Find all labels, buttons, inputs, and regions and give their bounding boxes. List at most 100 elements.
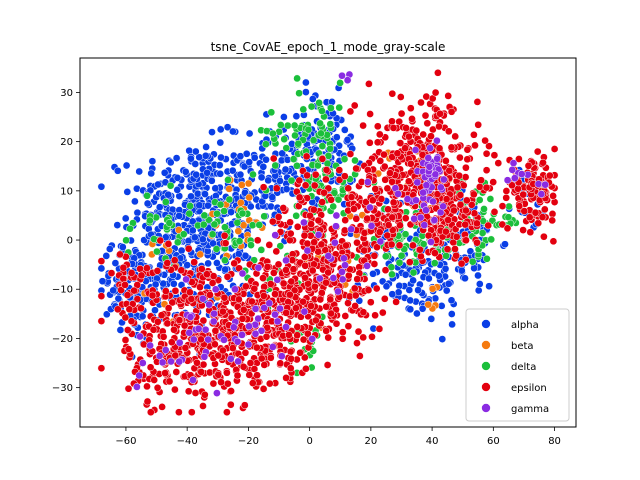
point-delta [282, 144, 291, 152]
point-epsilon [455, 171, 464, 180]
point-epsilon [175, 408, 183, 417]
point-gamma [282, 256, 290, 265]
point-delta [480, 205, 488, 213]
point-epsilon [314, 216, 323, 225]
point-delta [397, 251, 406, 260]
point-gamma [273, 317, 282, 326]
point-gamma [185, 328, 194, 337]
point-epsilon [462, 206, 470, 215]
point-epsilon [187, 295, 196, 303]
point-gamma [146, 341, 154, 350]
point-epsilon [388, 117, 396, 126]
point-delta [122, 236, 130, 245]
point-epsilon [322, 302, 331, 311]
point-alpha [173, 174, 182, 182]
point-alpha [308, 95, 317, 103]
point-epsilon [193, 358, 201, 367]
point-alpha [245, 158, 254, 166]
point-epsilon [219, 307, 227, 316]
point-gamma [420, 221, 429, 229]
legend-marker [481, 382, 491, 392]
point-epsilon [549, 237, 558, 246]
point-alpha [278, 149, 287, 158]
point-gamma [175, 338, 184, 347]
point-epsilon [485, 142, 493, 150]
point-gamma [412, 196, 420, 205]
point-alpha [195, 201, 204, 210]
point-alpha [102, 252, 111, 260]
point-epsilon [316, 295, 325, 304]
point-epsilon [250, 284, 259, 293]
point-epsilon [388, 213, 397, 222]
point-epsilon [223, 272, 232, 281]
point-gamma [332, 211, 341, 220]
point-gamma [210, 309, 218, 318]
point-alpha [229, 127, 237, 136]
point-epsilon [526, 228, 535, 237]
point-epsilon [282, 374, 290, 382]
point-epsilon [427, 132, 435, 141]
point-gamma [182, 275, 190, 284]
point-delta [336, 79, 344, 87]
point-delta [262, 140, 270, 149]
point-epsilon [443, 245, 452, 254]
point-alpha [102, 310, 111, 319]
point-epsilon [308, 266, 317, 275]
point-alpha [457, 266, 466, 275]
point-epsilon [170, 256, 179, 265]
legend-label: epsilon [511, 383, 547, 394]
point-epsilon [370, 260, 379, 268]
point-gamma [251, 329, 260, 338]
point-epsilon [286, 364, 295, 373]
point-delta [213, 209, 221, 218]
point-alpha [441, 264, 450, 273]
point-epsilon [540, 205, 549, 214]
point-epsilon [539, 158, 547, 167]
point-epsilon [346, 265, 354, 274]
point-delta [238, 209, 247, 218]
point-epsilon [287, 277, 296, 286]
point-epsilon [402, 124, 410, 132]
point-epsilon [272, 184, 281, 193]
point-epsilon [282, 266, 290, 274]
point-alpha [395, 281, 404, 290]
point-epsilon [389, 198, 398, 207]
point-epsilon [353, 238, 361, 247]
point-epsilon [381, 266, 390, 275]
point-epsilon [424, 231, 433, 240]
point-alpha [148, 157, 157, 166]
point-gamma [366, 203, 374, 212]
point-epsilon [97, 257, 106, 265]
point-alpha [164, 190, 173, 199]
y-axis: −30 −20 −10 0 10 20 30 [52, 88, 80, 394]
point-epsilon [365, 138, 374, 147]
point-gamma [439, 175, 448, 184]
point-epsilon [186, 288, 194, 297]
point-epsilon [191, 389, 200, 397]
point-epsilon [442, 227, 450, 236]
point-epsilon [533, 147, 542, 156]
point-epsilon [307, 220, 315, 228]
point-epsilon [206, 291, 214, 299]
point-epsilon [442, 195, 451, 203]
y-tick-label: −20 [52, 334, 73, 345]
point-epsilon [366, 110, 374, 118]
point-epsilon [196, 283, 204, 292]
point-delta [161, 198, 170, 206]
point-epsilon [302, 364, 310, 373]
point-gamma [238, 269, 247, 278]
point-epsilon [293, 222, 302, 231]
point-epsilon [302, 152, 311, 161]
point-delta [224, 176, 232, 184]
point-epsilon [310, 238, 319, 247]
point-alpha [169, 279, 178, 288]
point-alpha [98, 277, 107, 286]
point-epsilon [380, 150, 388, 159]
point-alpha [195, 153, 204, 162]
point-epsilon [373, 122, 382, 131]
point-gamma [517, 170, 526, 178]
point-gamma [332, 222, 340, 231]
legend: alpha beta delta epsilon gamma [465, 308, 570, 422]
point-epsilon [159, 332, 168, 341]
point-gamma [363, 178, 372, 186]
